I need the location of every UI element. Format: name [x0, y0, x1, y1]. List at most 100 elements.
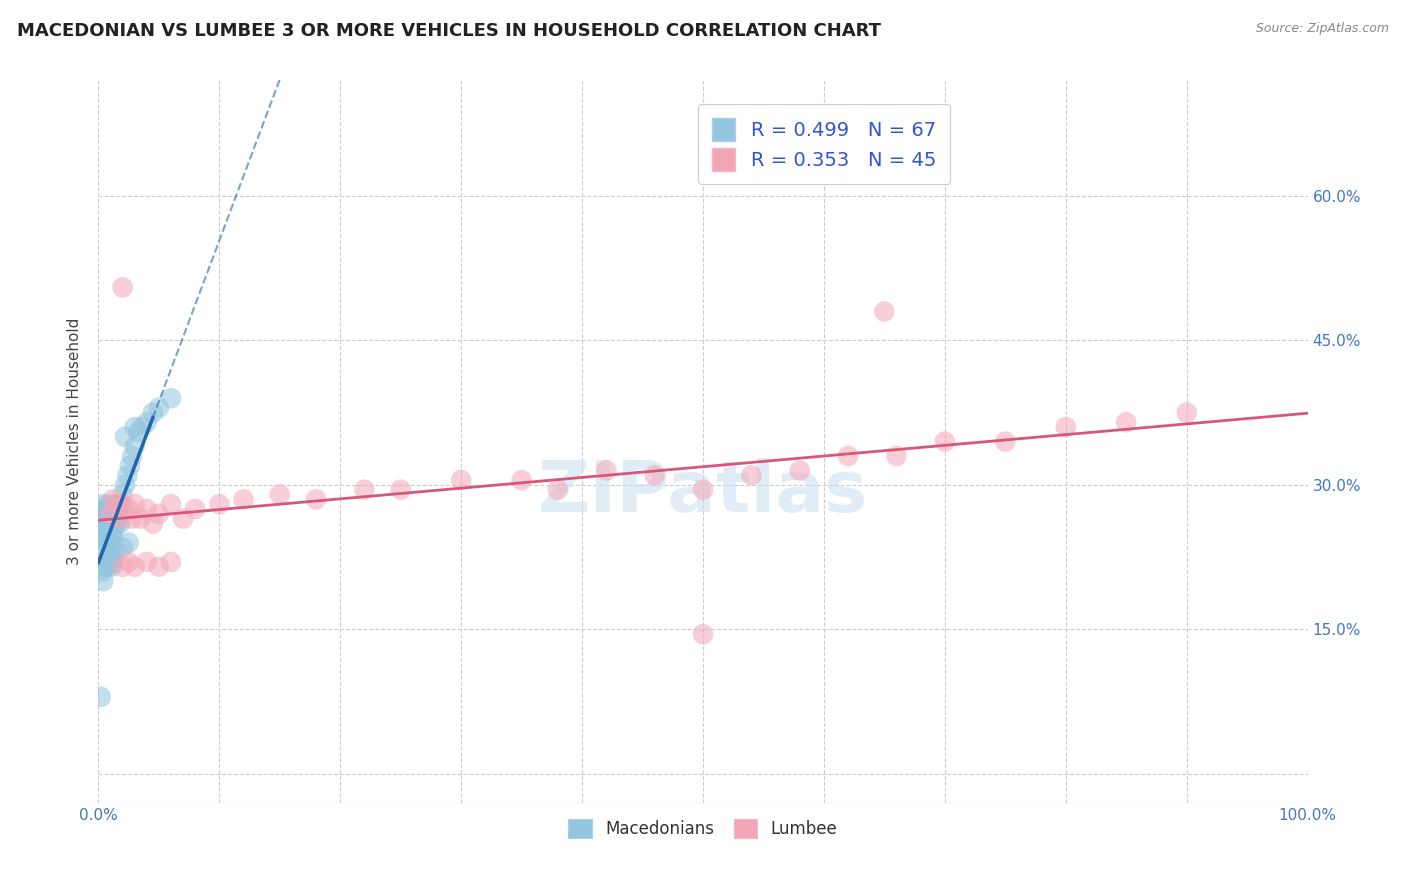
Point: [107, 511, 129, 525]
Point: [97, 511, 120, 525]
Point: [135, 415, 157, 429]
Point: [740, 468, 762, 483]
Point: [105, 545, 128, 559]
Point: [692, 483, 714, 497]
Point: [94, 521, 117, 535]
Point: [269, 487, 291, 501]
Point: [510, 473, 533, 487]
Point: [103, 507, 125, 521]
Point: [129, 511, 152, 525]
Point: [94, 516, 117, 531]
Point: [111, 280, 134, 294]
Point: [124, 439, 146, 453]
Point: [90, 511, 112, 525]
Point: [124, 420, 146, 434]
Point: [111, 497, 134, 511]
Point: [127, 425, 149, 439]
Point: [100, 559, 122, 574]
Point: [97, 559, 120, 574]
Point: [101, 492, 124, 507]
Point: [117, 468, 139, 483]
Point: [108, 502, 131, 516]
Point: [121, 511, 143, 525]
Point: [124, 559, 146, 574]
Point: [100, 521, 122, 535]
Text: MACEDONIAN VS LUMBEE 3 OR MORE VEHICLES IN HOUSEHOLD CORRELATION CHART: MACEDONIAN VS LUMBEE 3 OR MORE VEHICLES …: [17, 22, 882, 40]
Point: [96, 526, 118, 541]
Point: [118, 458, 141, 473]
Point: [104, 511, 127, 525]
Point: [353, 483, 375, 497]
Point: [873, 304, 896, 318]
Point: [100, 555, 122, 569]
Point: [93, 502, 115, 516]
Point: [1175, 406, 1198, 420]
Point: [644, 468, 666, 483]
Point: [100, 502, 122, 516]
Point: [160, 497, 183, 511]
Point: [91, 516, 114, 531]
Point: [184, 502, 207, 516]
Point: [108, 511, 131, 525]
Point: [692, 627, 714, 641]
Point: [97, 497, 120, 511]
Point: [232, 492, 254, 507]
Point: [105, 497, 128, 511]
Point: [148, 559, 170, 574]
Point: [160, 391, 183, 405]
Point: [172, 511, 194, 525]
Text: ZIPatlas: ZIPatlas: [538, 458, 868, 526]
Point: [135, 502, 157, 516]
Point: [111, 487, 134, 501]
Point: [91, 531, 114, 545]
Point: [789, 463, 811, 477]
Point: [547, 483, 569, 497]
Point: [100, 507, 122, 521]
Point: [101, 531, 124, 545]
Point: [160, 555, 183, 569]
Point: [450, 473, 472, 487]
Point: [994, 434, 1017, 449]
Point: [105, 516, 128, 531]
Point: [118, 502, 141, 516]
Point: [100, 526, 122, 541]
Point: [97, 521, 120, 535]
Point: [90, 690, 112, 704]
Point: [93, 521, 115, 535]
Point: [208, 497, 231, 511]
Point: [108, 516, 131, 531]
Point: [121, 449, 143, 463]
Point: [111, 559, 134, 574]
Point: [103, 521, 125, 535]
Point: [96, 550, 118, 565]
Point: [91, 526, 114, 541]
Point: [93, 559, 115, 574]
Point: [934, 434, 956, 449]
Point: [94, 531, 117, 545]
Point: [114, 430, 136, 444]
Point: [111, 541, 134, 555]
Point: [91, 574, 114, 589]
Point: [131, 420, 153, 434]
Legend: Macedonians, Lumbee: Macedonians, Lumbee: [562, 813, 844, 845]
Point: [148, 401, 170, 415]
Point: [101, 516, 124, 531]
Point: [91, 565, 114, 579]
Point: [118, 555, 141, 569]
Point: [110, 497, 132, 511]
Point: [595, 463, 617, 477]
Point: [837, 449, 859, 463]
Point: [389, 483, 412, 497]
Point: [118, 535, 141, 549]
Point: [100, 507, 122, 521]
Point: [100, 541, 122, 555]
Point: [135, 555, 157, 569]
Point: [148, 507, 170, 521]
Point: [1115, 415, 1137, 429]
Point: [103, 555, 125, 569]
Point: [93, 511, 115, 525]
Text: Source: ZipAtlas.com: Source: ZipAtlas.com: [1256, 22, 1389, 36]
Point: [94, 502, 117, 516]
Point: [1054, 420, 1077, 434]
Point: [98, 531, 121, 545]
